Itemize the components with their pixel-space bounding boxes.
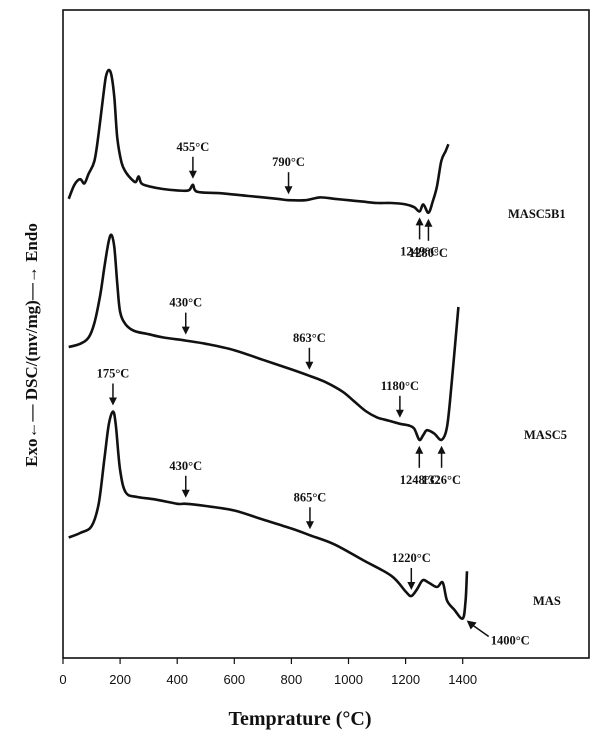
x-tick-label: 1000: [334, 672, 363, 687]
peak-label: 1248°C: [400, 473, 439, 487]
peak-label: 1326°C: [422, 473, 461, 487]
x-tick-label: 600: [223, 672, 245, 687]
y-axis-label: Exo←— DSC/(mv/mg)—→ Endo: [22, 223, 41, 467]
x-tick-label: 0: [59, 672, 66, 687]
peak-label: 1400°C: [491, 634, 530, 648]
arrow-head: [415, 445, 424, 454]
arrow-head: [415, 217, 424, 226]
arrow-head: [108, 397, 117, 406]
arrow-head: [437, 445, 446, 454]
curve-masc5b1: [67, 68, 450, 215]
arrow-head: [188, 170, 197, 179]
x-tick-label: 400: [166, 672, 188, 687]
peak-label: 1220°C: [392, 551, 431, 565]
peak-label: 863°C: [293, 331, 326, 345]
plot-frame: [62, 9, 590, 659]
series-label-mas: MAS: [533, 594, 561, 608]
arrow-shaft: [471, 623, 490, 638]
x-tick-label: 200: [109, 672, 131, 687]
peak-label: 865°C: [294, 490, 327, 504]
x-axis-label: Temprature (°C): [229, 708, 372, 730]
arrow-head: [395, 409, 404, 418]
arrow-head: [181, 326, 190, 335]
peak-label: 430°C: [169, 296, 202, 310]
curve-mas: [68, 410, 469, 620]
peak-label: 175°C: [97, 367, 130, 381]
x-tick-label: 1400: [448, 672, 477, 687]
series-label-masc5b1: MASC5B1: [508, 207, 566, 221]
peak-label: 455°C: [177, 140, 210, 154]
x-tick-label: 1200: [391, 672, 420, 687]
series-label-masc5: MASC5: [524, 428, 567, 442]
curve-masc5: [68, 233, 460, 442]
arrow-head: [407, 582, 416, 590]
arrow-head: [424, 218, 433, 227]
dsc-curves: [67, 68, 469, 620]
peak-label: 1249°C: [400, 244, 439, 258]
arrow-head: [305, 521, 314, 530]
x-tick-label: 800: [281, 672, 303, 687]
arrow-head: [284, 186, 293, 195]
peak-label: 1280°C: [409, 246, 448, 260]
peak-label: 430°C: [169, 459, 202, 473]
x-axis: 0 200 400 600 800 1000 1200 1400: [59, 658, 477, 687]
arrow-head: [466, 620, 477, 630]
arrow-head: [305, 361, 314, 370]
arrow-head: [181, 489, 190, 498]
peak-label: 790°C: [272, 155, 305, 169]
peak-label: 1180°C: [381, 379, 419, 393]
series-labels: MASC5B1 MASC5 MAS: [508, 207, 567, 608]
